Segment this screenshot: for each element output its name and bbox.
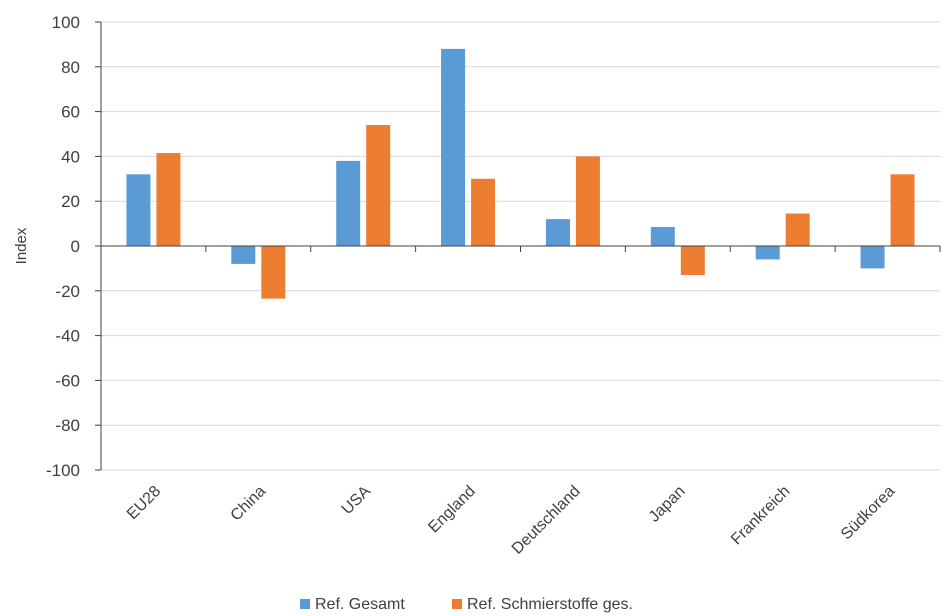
bar-ref-gesamt-england — [441, 48, 466, 246]
legend-label: Ref. Schmierstoffe ges. — [467, 596, 633, 613]
bar-ref-schmierstoffe-usa — [366, 125, 391, 246]
bar-ref-schmierstoffe-südkorea — [890, 174, 915, 246]
axes — [95, 21, 941, 471]
x-category-label: England — [425, 483, 479, 537]
y-axis-title: Index — [13, 227, 30, 264]
legend-swatch — [300, 599, 310, 609]
y-tick-label: -100 — [46, 461, 80, 480]
bar-ref-gesamt-südkorea — [860, 246, 885, 269]
x-category-label: USA — [339, 483, 375, 519]
y-tick-label: 40 — [61, 147, 80, 166]
bar-ref-gesamt-japan — [650, 226, 675, 246]
bar-ref-schmierstoffe-japan — [680, 246, 705, 276]
bar-ref-schmierstoffe-china — [261, 246, 286, 299]
x-category-label: Japan — [646, 483, 689, 526]
y-tick-label: 60 — [61, 103, 80, 122]
y-tick-label: -20 — [55, 282, 80, 301]
legend-label: Ref. Gesamt — [315, 596, 405, 613]
x-category-label: China — [228, 483, 270, 525]
y-tick-label: -40 — [55, 327, 80, 346]
bars — [126, 48, 915, 299]
gridlines — [101, 21, 940, 471]
y-tick-label: 100 — [52, 13, 80, 32]
x-category-label: Frankreich — [728, 483, 793, 548]
y-tick-label: 20 — [61, 192, 80, 211]
bar-ref-gesamt-eu28 — [126, 174, 151, 246]
x-axis-category-labels: EU28 China USA England Deutschland Japan Frank… — [124, 483, 899, 558]
y-tick-label: -60 — [55, 371, 80, 390]
bar-ref-schmierstoffe-england — [471, 178, 496, 246]
legend-swatch — [452, 599, 462, 609]
y-tick-label: 0 — [71, 237, 80, 256]
x-category-label: EU28 — [124, 483, 164, 523]
y-axis-tick-labels: -100 -80 -60 -40 -20 0 20 40 60 80 100 — [46, 13, 80, 480]
legend: Ref. Gesamt Ref. Schmierstoffe ges. — [300, 596, 633, 613]
bar-ref-gesamt-deutschland — [545, 219, 570, 246]
x-category-label: Südkorea — [838, 483, 899, 544]
bar-ref-schmierstoffe-eu28 — [156, 153, 181, 246]
bar-ref-gesamt-frankreich — [755, 246, 780, 260]
bar-ref-schmierstoffe-deutschland — [575, 156, 600, 246]
bar-ref-gesamt-china — [231, 246, 256, 264]
x-category-label: Deutschland — [509, 483, 584, 558]
y-tick-label: 80 — [61, 58, 80, 77]
bar-ref-schmierstoffe-frankreich — [785, 213, 810, 246]
bar-ref-gesamt-usa — [336, 160, 361, 246]
y-tick-label: -80 — [55, 416, 80, 435]
